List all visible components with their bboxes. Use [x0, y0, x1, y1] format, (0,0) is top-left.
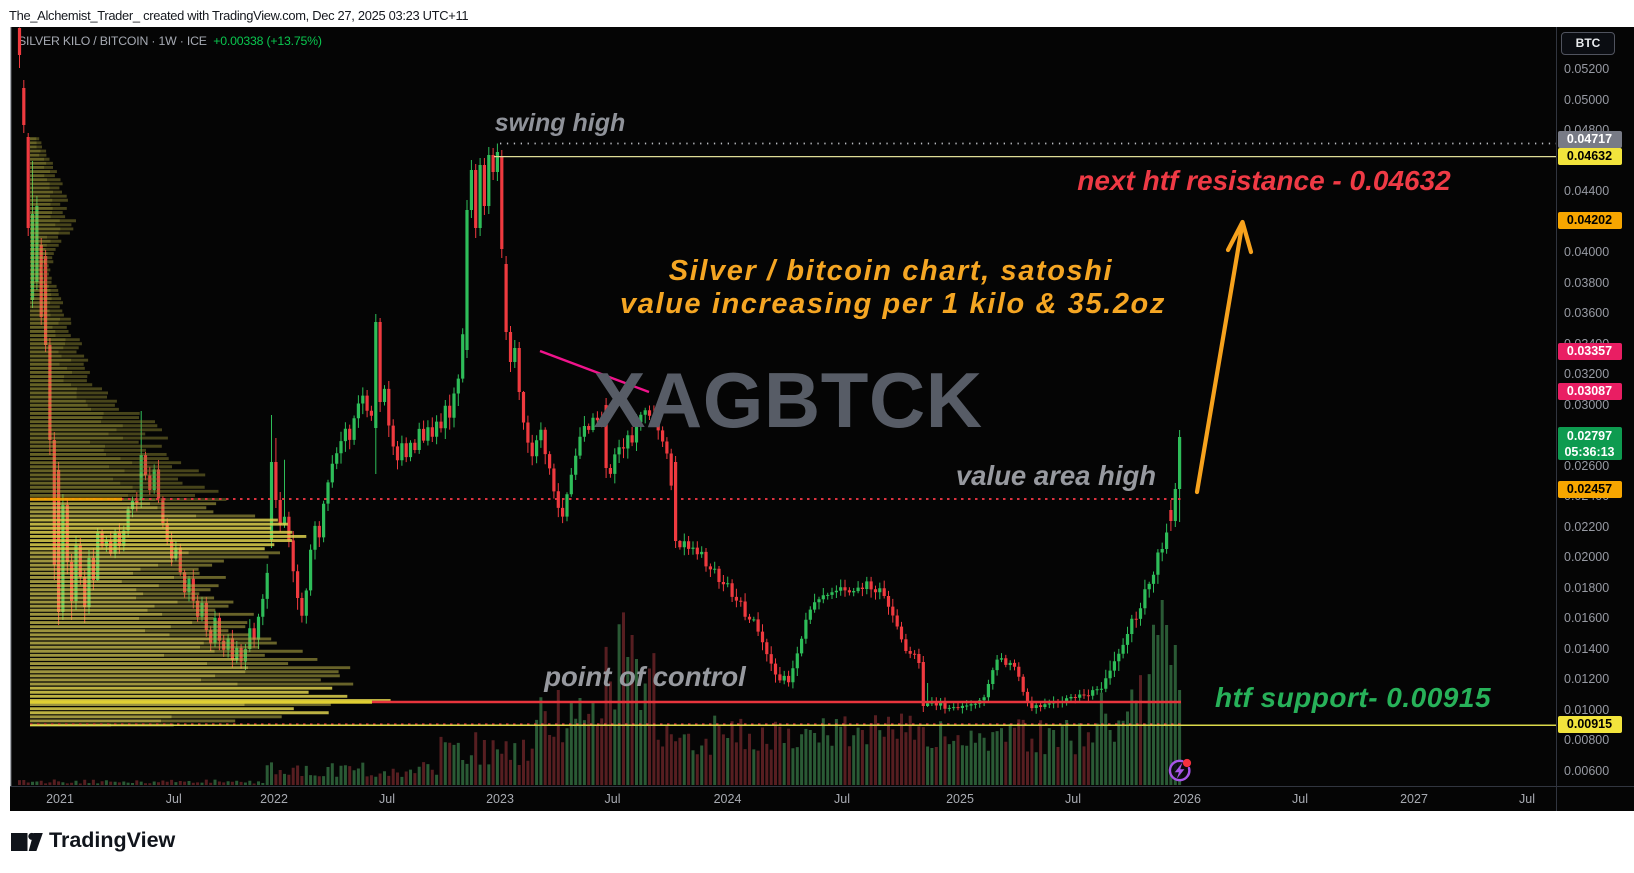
svg-text:point of control: point of control — [543, 661, 747, 692]
svg-text:Silver / bitcoin chart, satosh: Silver / bitcoin chart, satoshi — [669, 255, 1113, 287]
svg-text:value area high: value area high — [956, 460, 1156, 491]
svg-text:XAGBTCK: XAGBTCK — [593, 356, 982, 444]
svg-text:value increasing per 1 kilo &: value increasing per 1 kilo & 35.2oz — [620, 288, 1166, 320]
svg-text:swing high: swing high — [495, 109, 626, 137]
svg-text:htf support- 0.00915: htf support- 0.00915 — [1215, 682, 1491, 713]
svg-text:next htf resistance - 0.04632: next htf resistance - 0.04632 — [1077, 165, 1451, 196]
